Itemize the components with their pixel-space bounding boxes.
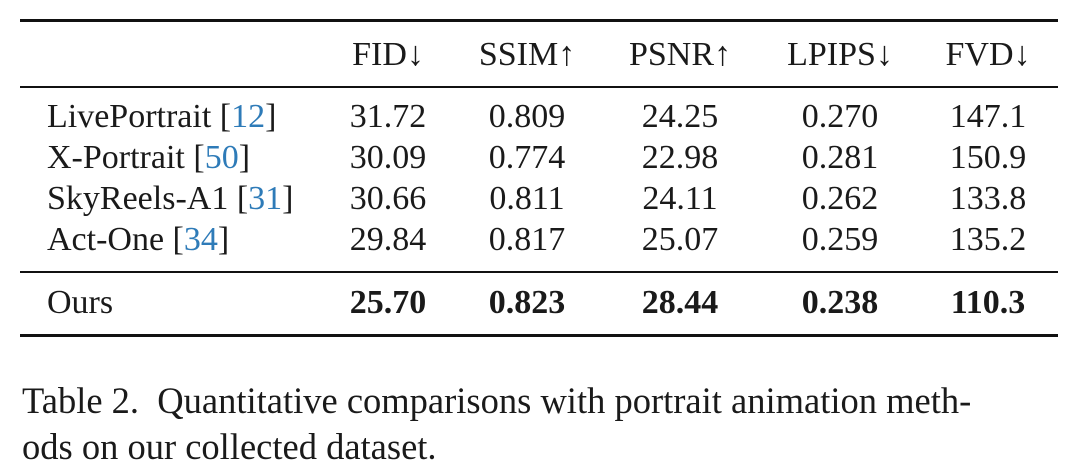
value-ssim: 0.811 (489, 180, 565, 217)
method-name: SkyReels-A1 [31] (47, 179, 293, 219)
citation-link[interactable]: 31 (248, 180, 283, 217)
citation-bracket: ] (265, 98, 277, 135)
value-fvd: 135.2 (949, 221, 1027, 258)
value-fid: 30.66 (349, 180, 427, 217)
method-label: SkyReels-A1 [ (47, 180, 249, 217)
value-lpips-ours: 0.238 (801, 284, 879, 321)
citation-link[interactable]: 50 (204, 139, 239, 176)
method-label: LivePortrait [ (47, 98, 232, 135)
table-bottom-rule (20, 334, 1058, 337)
value-psnr: 24.25 (641, 98, 719, 135)
method-name: X-Portrait [50] (47, 138, 250, 178)
header-ssim: SSIM↑ (478, 36, 576, 73)
header-lpips: LPIPS↓ (787, 36, 893, 73)
value-ssim-ours: 0.823 (488, 284, 566, 321)
value-psnr: 24.11 (642, 180, 718, 217)
value-psnr: 25.07 (641, 221, 719, 258)
value-ssim: 0.774 (488, 139, 566, 176)
header-psnr: PSNR↑ (628, 36, 732, 73)
value-lpips: 0.259 (801, 221, 879, 258)
value-lpips: 0.281 (801, 139, 879, 176)
method-name-ours: Ours (47, 284, 114, 321)
table-caption: Table 2. Quantitative comparisons with p… (22, 378, 1062, 470)
method-label: X-Portrait [ (47, 139, 205, 176)
header-fvd: FVD↓ (945, 36, 1031, 73)
value-fid-ours: 25.70 (349, 284, 427, 321)
method-label: Act-One [ (47, 221, 184, 258)
value-fvd-ours: 110.3 (950, 284, 1026, 321)
value-fvd: 147.1 (949, 98, 1027, 135)
value-fvd: 150.9 (949, 139, 1027, 176)
table-ours-rule (20, 271, 1058, 273)
value-psnr: 22.98 (641, 139, 719, 176)
value-fvd: 133.8 (949, 180, 1027, 217)
method-name: Act-One [34] (47, 220, 229, 260)
value-psnr-ours: 28.44 (641, 284, 719, 321)
citation-bracket: ] (282, 180, 294, 217)
citation-link[interactable]: 12 (231, 98, 266, 135)
citation-link[interactable]: 34 (183, 221, 218, 258)
method-name: LivePortrait [12] (47, 97, 276, 137)
caption-line-2: ods on our collected dataset. (22, 426, 437, 467)
value-fid: 30.09 (349, 139, 427, 176)
value-fid: 29.84 (349, 221, 427, 258)
citation-bracket: ] (217, 221, 230, 258)
citation-bracket: ] (238, 139, 251, 176)
value-lpips: 0.270 (801, 98, 879, 135)
header-fid: FID↓ (352, 36, 424, 73)
table-top-rule (20, 19, 1058, 22)
value-lpips: 0.262 (801, 180, 879, 217)
value-fid: 31.72 (349, 98, 427, 135)
value-ssim: 0.817 (488, 221, 566, 258)
table-header-rule (20, 86, 1058, 88)
caption-line-1: Table 2. Quantitative comparisons with p… (22, 380, 972, 421)
value-ssim: 0.809 (488, 98, 566, 135)
